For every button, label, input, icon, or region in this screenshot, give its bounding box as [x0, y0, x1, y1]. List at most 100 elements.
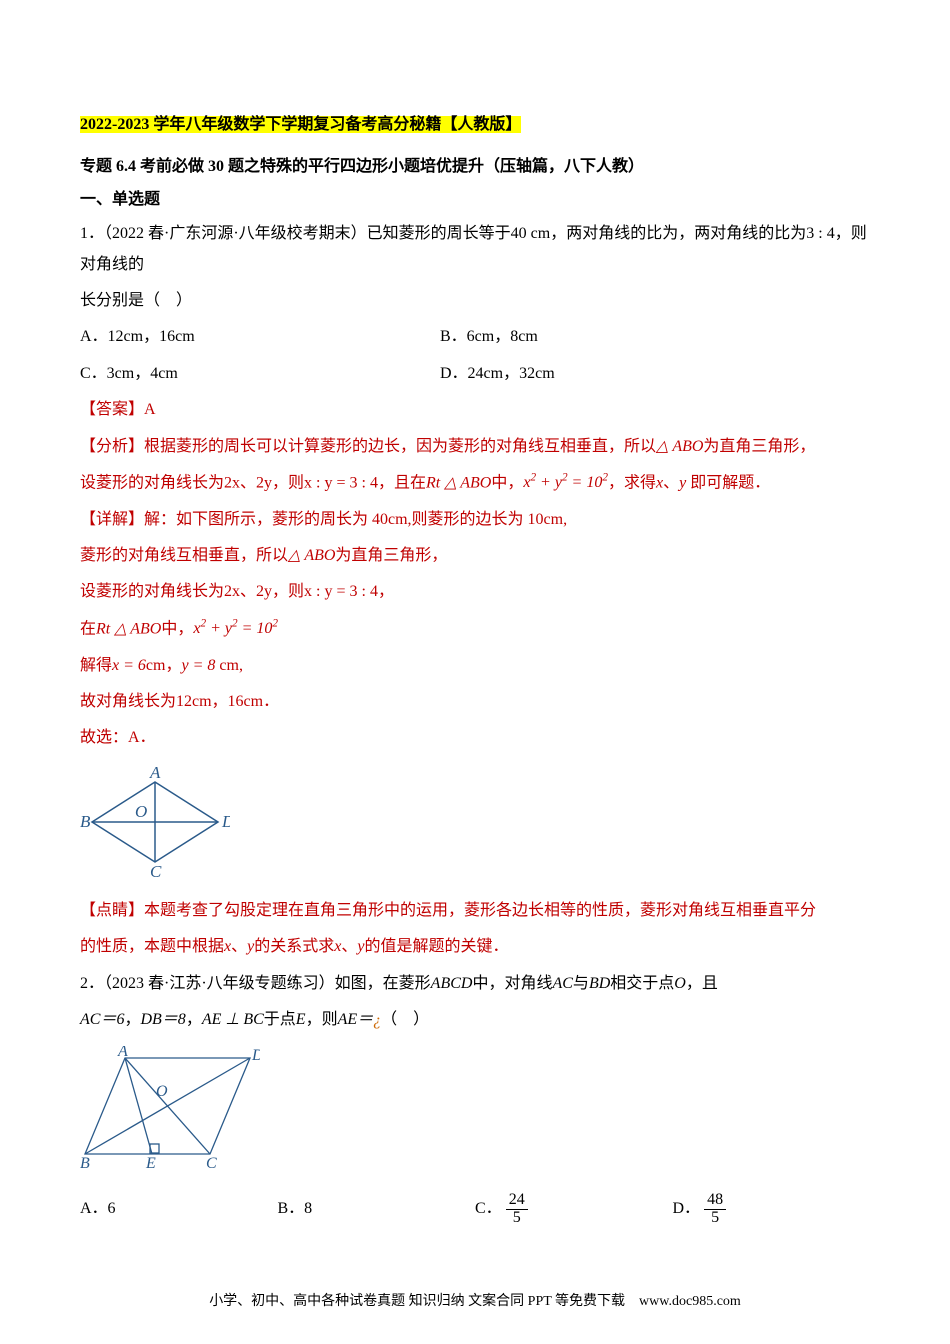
- q1-optD: D．24cm，32cm: [440, 359, 870, 389]
- sep: ，两对角线的比为: [678, 225, 806, 242]
- t2: 为直角三角形，: [703, 438, 815, 455]
- q1-detail-d: 在Rt △ ABO中，x2 + y2 = 102: [80, 614, 870, 645]
- q2-stem-line2: AC＝6，DB＝8，AE ⊥ BC于点E，则AE＝¿（ ）: [80, 1005, 870, 1035]
- abo2: △ ABO: [288, 547, 335, 564]
- c: cm,: [215, 657, 243, 674]
- q1-detail-g: 故选：A．: [80, 723, 870, 753]
- lblD: D: [221, 812, 230, 831]
- d: 、: [341, 938, 357, 955]
- denC: 5: [506, 1210, 528, 1227]
- l2A: A: [117, 1046, 128, 1060]
- l2D: D: [251, 1047, 260, 1064]
- q1-options-row1: A．12cm，16cm B．6cm，8cm: [80, 322, 870, 352]
- q1-detail-c: 设菱形的对角线长为2x、2y，则x : y = 3 : 4，: [80, 577, 870, 607]
- page-title-row: 2022-2023 学年八年级数学下学期复习备考高分秘籍【人教版】: [80, 110, 870, 140]
- BD: BD: [589, 975, 610, 992]
- x6: x = 6: [112, 657, 146, 674]
- denD: 5: [704, 1210, 726, 1227]
- c: ，: [378, 583, 394, 600]
- q1-detail-f: 故对角线长为12cm，16cm．: [80, 687, 870, 717]
- q1-options-row2: C．3cm，4cm D．24cm，32cm: [80, 359, 870, 389]
- db8: DB＝8: [140, 1011, 185, 1028]
- b: ，则: [272, 583, 304, 600]
- g: 即可解题．: [686, 474, 770, 491]
- ABCD: ABCD: [431, 975, 473, 992]
- q1-optC: C．3cm，4cm: [80, 359, 440, 389]
- t: 【分析】根据菱形的周长可以计算菱形的边长，因为菱形的对角线互相垂直，所以: [80, 438, 656, 455]
- a: 2．（2023 春·江苏·八年级专题练习）如图，在菱形: [80, 975, 431, 992]
- q1-ratio: 3 : 4: [806, 225, 834, 242]
- f: 于点: [264, 1011, 296, 1028]
- e: 的值是解题的关键．: [365, 938, 509, 955]
- cl: C．: [475, 1200, 502, 1217]
- b: ，: [124, 1011, 140, 1028]
- rhombus-svg: A B C D O: [80, 764, 230, 879]
- y8: y = 8: [181, 657, 215, 674]
- q2-stem-line1: 2．（2023 春·江苏·八年级专题练习）如图，在菱形ABCD中，对角线AC与B…: [80, 969, 870, 999]
- d: 相交于点: [610, 975, 674, 992]
- a: 设菱形的对角线长为: [80, 474, 224, 491]
- s: 、: [240, 474, 256, 491]
- cursor-icon: ¿: [373, 1012, 381, 1029]
- O: O: [674, 975, 686, 992]
- q1-analysis-1: 【分析】根据菱形的周长可以计算菱形的边长，因为菱形的对角线互相垂直，所以△ AB…: [80, 432, 870, 462]
- numC: 24: [506, 1192, 528, 1210]
- q1-detail-a: 【详解】解：如下图所示，菱形的周长为 40cm,则菱形的边长为 10cm,: [80, 505, 870, 535]
- l2E: E: [145, 1155, 156, 1171]
- b: 、: [231, 938, 247, 955]
- q2-optB: B．8: [278, 1194, 476, 1224]
- a: 解得: [80, 657, 112, 674]
- q1-tip-a: 【点睛】本题考查了勾股定理在直角三角形中的运用，菱形各边长相等的性质，菱形对角线…: [80, 896, 870, 926]
- c: ，且在: [378, 474, 426, 491]
- e: ，且: [686, 975, 718, 992]
- a: 的性质，本题中根据: [80, 938, 224, 955]
- fracC: 24 5: [506, 1192, 528, 1227]
- b: 中，对角线: [472, 975, 552, 992]
- q1-optA: A．12cm，16cm: [80, 322, 440, 352]
- ae: AE＝: [338, 1011, 374, 1028]
- q2-optD: D． 48 5: [673, 1192, 871, 1227]
- b: 中，: [161, 620, 193, 637]
- q2-diagram: A B C D E O: [80, 1046, 870, 1182]
- a: 在: [80, 620, 96, 637]
- abo1: △ ABO: [656, 438, 703, 455]
- q1-stem-line2: 长分别是（ ）: [80, 286, 870, 316]
- page-footer: 小学、初中、高中各种试卷真题 知识归纳 文案合同 PPT 等免费下载 www.d…: [80, 1289, 870, 1316]
- highlight-title: 2022-2023 学年八年级数学下学期复习备考高分秘籍【人教版】: [80, 116, 521, 133]
- q1-stem-a: 1．（2022 春·广东河源·八年级校考期末）已知菱形的周长等于: [80, 225, 511, 242]
- q1-detail-b: 菱形的对角线互相垂直，所以△ ABO为直角三角形，: [80, 541, 870, 571]
- d: 中，: [491, 474, 523, 491]
- lblB: B: [80, 812, 91, 831]
- numD: 48: [704, 1192, 726, 1210]
- b: ，则: [272, 474, 304, 491]
- fracD: 48 5: [704, 1192, 726, 1227]
- AC: AC: [552, 975, 572, 992]
- j: （ ）: [381, 1011, 429, 1028]
- t: 菱形的对角线互相垂直，所以: [80, 547, 288, 564]
- q2-optC: C． 24 5: [475, 1192, 673, 1227]
- q1-answer: 【答案】A: [80, 395, 870, 425]
- lblA: A: [149, 764, 161, 782]
- a: 设菱形的对角线长为: [80, 583, 224, 600]
- mr2: x : y = 3 : 4: [304, 583, 378, 600]
- subject-title: 专题 6.4 考前必做 30 题之特殊的平行四边形小题培优提升（压轴篇，八下人教…: [80, 152, 870, 182]
- lblO: O: [135, 802, 147, 821]
- ac6: AC＝6: [80, 1011, 124, 1028]
- rt2: Rt △ ABO: [96, 620, 161, 637]
- f: 、: [663, 474, 679, 491]
- t2: 为直角三角形，: [335, 547, 447, 564]
- q1-analysis-2: 设菱形的对角线长为2x、2y，则x : y = 3 : 4，且在Rt △ ABO…: [80, 468, 870, 499]
- c: 的关系式求: [254, 938, 334, 955]
- m2y: 2y: [256, 474, 272, 491]
- q2-optA: A．6: [80, 1194, 278, 1224]
- bE: E: [296, 1011, 306, 1028]
- m2x: 2x: [224, 474, 240, 491]
- l2B: B: [80, 1155, 90, 1171]
- q2-options: A．6 B．8 C． 24 5 D． 48 5: [80, 1192, 870, 1227]
- m2x2: 2x: [224, 583, 240, 600]
- dl: D．: [673, 1200, 701, 1217]
- mr: x : y = 3 : 4: [304, 474, 378, 491]
- c: 与: [573, 975, 589, 992]
- q1-tip-b: 的性质，本题中根据x、y的关系式求x、y的值是解题的关键．: [80, 932, 870, 962]
- m2y2: 2y: [256, 583, 272, 600]
